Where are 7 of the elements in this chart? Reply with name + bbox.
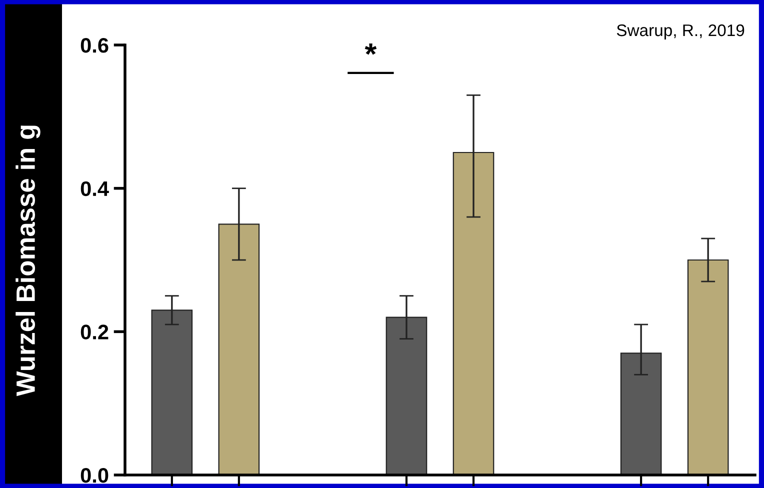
text: Swarup, R., 2019: [616, 24, 744, 40]
y-tick-label: 0.6: [80, 38, 108, 53]
y-axis-title: Wurzel Biomasse in g: [16, 126, 40, 396]
annotation: *: [364, 43, 377, 55]
y-tick-label: 0.4: [80, 181, 109, 196]
y-tick-label: 0.2: [80, 324, 108, 340]
y-tick-label: 0.0: [80, 468, 108, 483]
